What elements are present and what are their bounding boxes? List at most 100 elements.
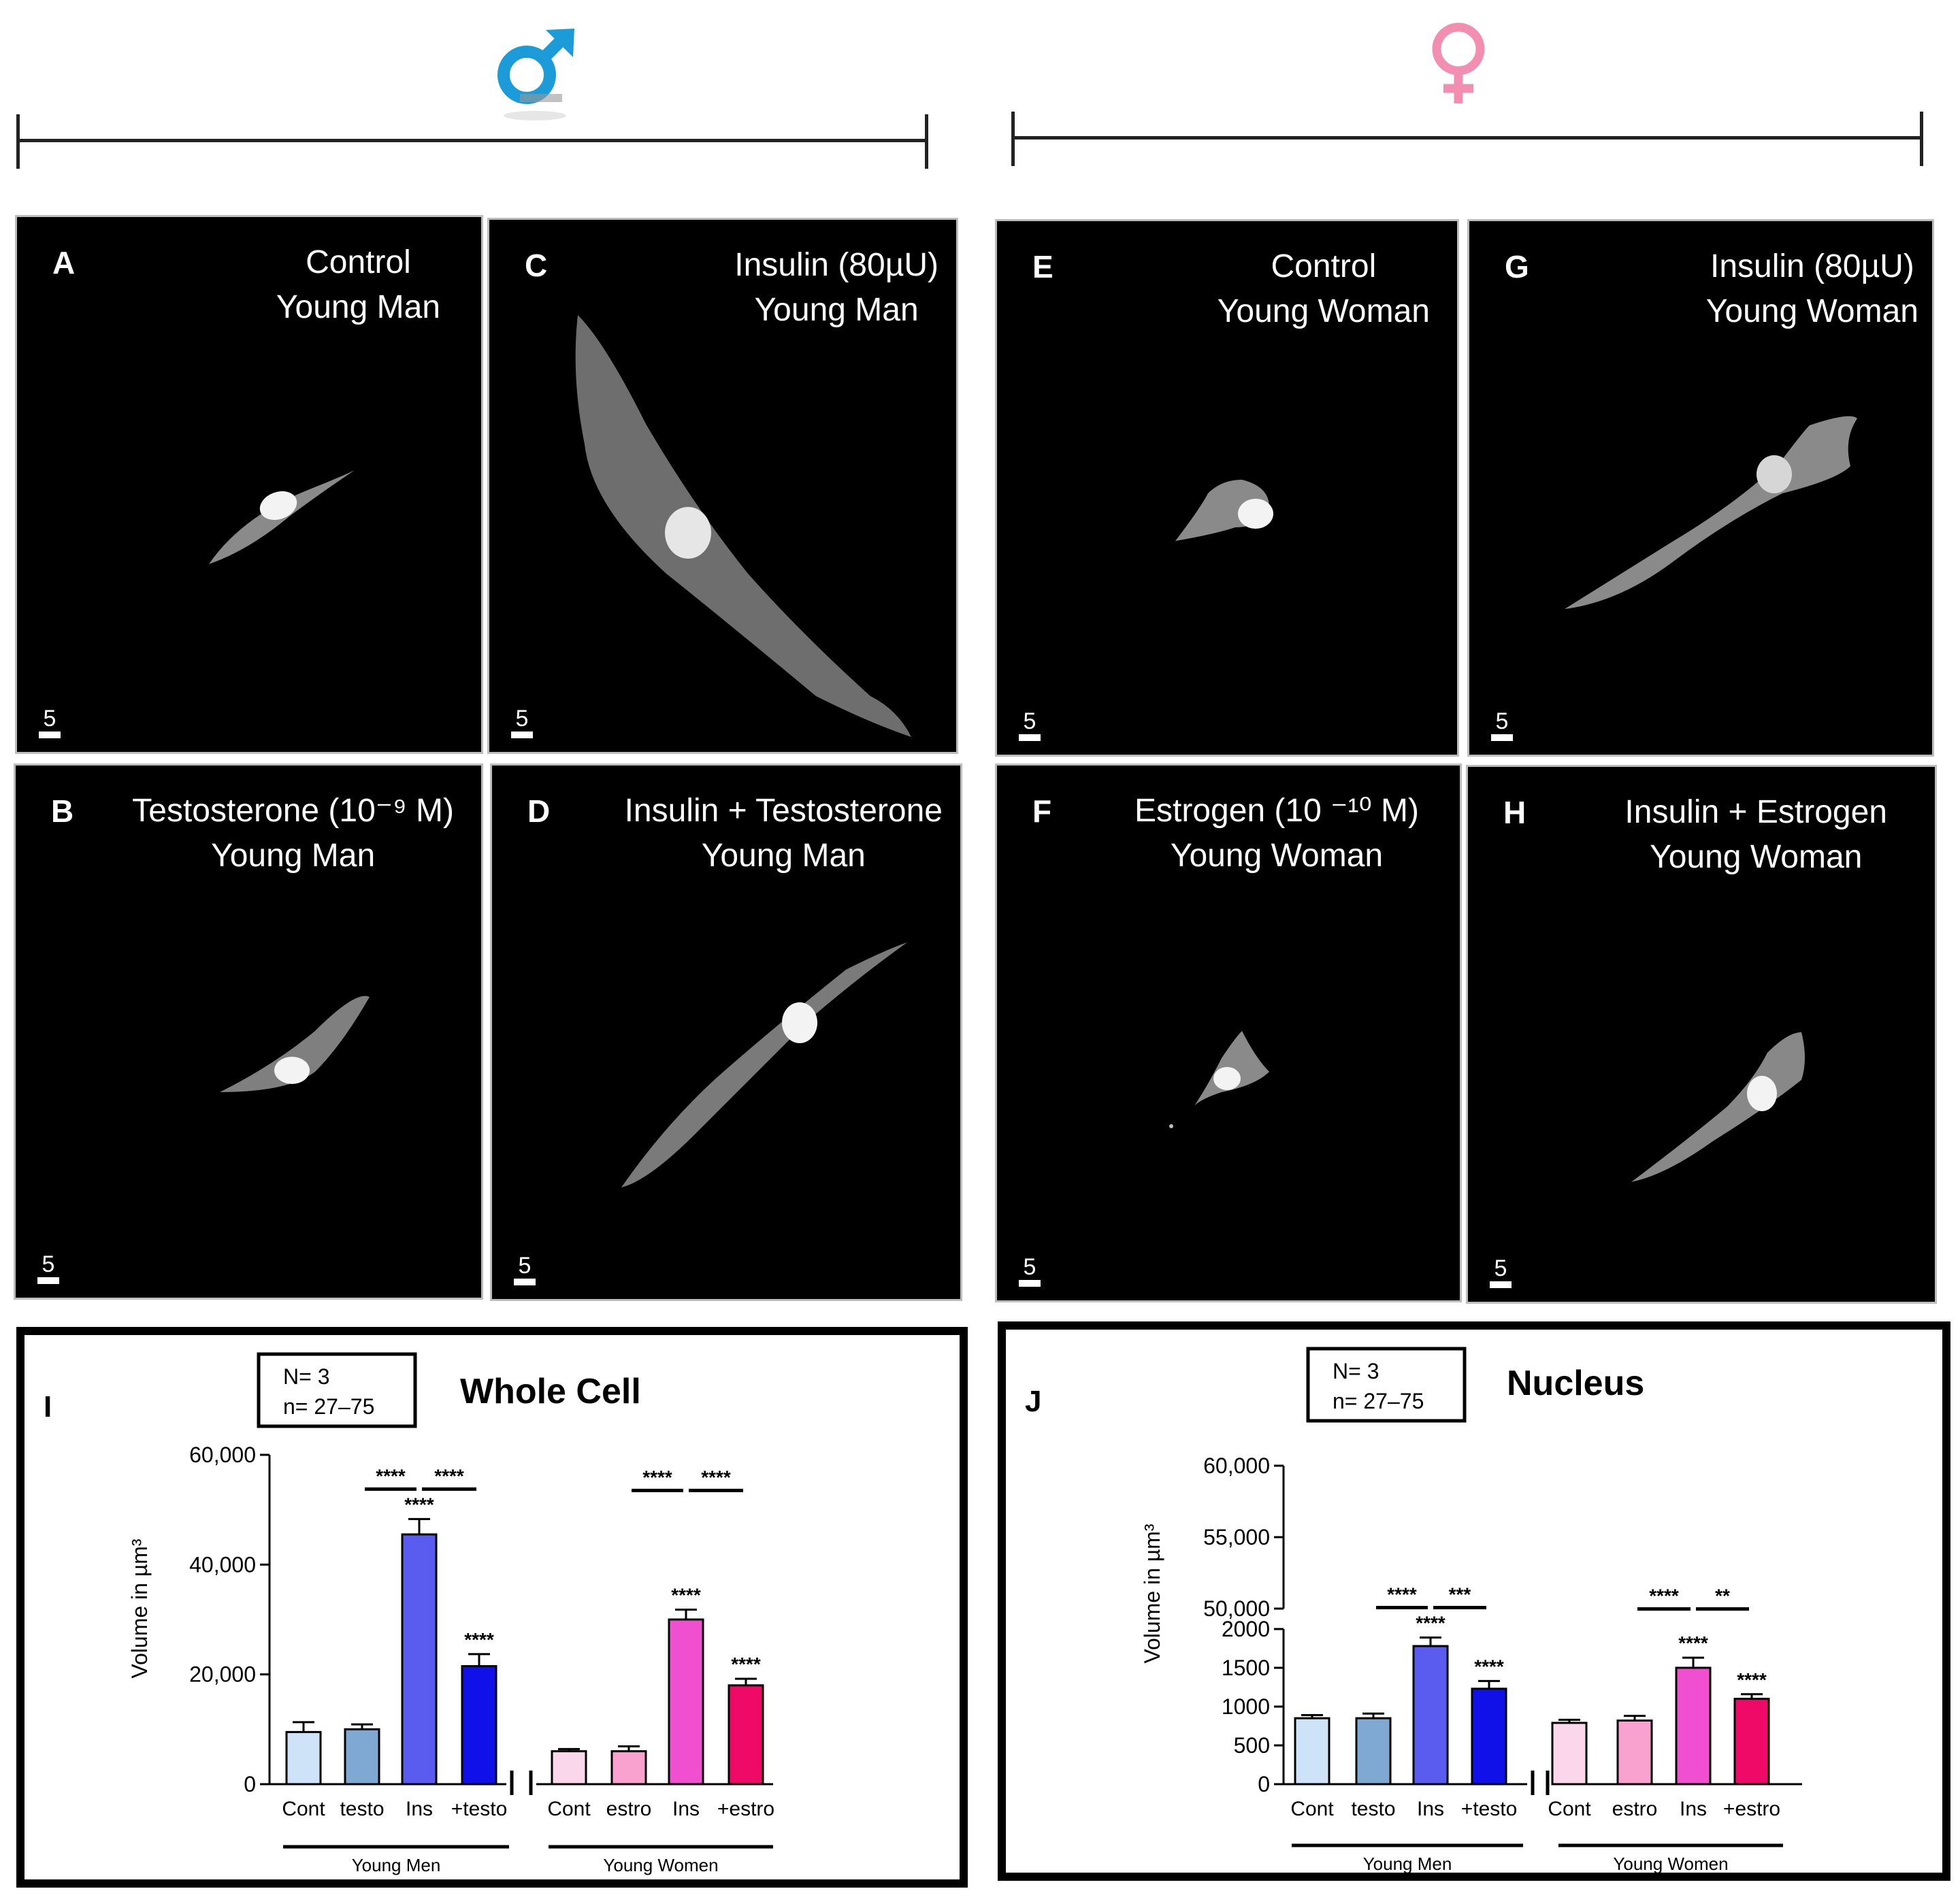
cell-image (1565, 416, 1857, 609)
cell-image (621, 942, 907, 1187)
y-tick-label: 60,000 (189, 1443, 256, 1467)
significance-stars: **** (404, 1494, 434, 1515)
x-tick-label: +estro (717, 1798, 774, 1820)
legend-box (257, 1352, 417, 1428)
panel-label: Testosterone (10⁻⁹ M) Young Man (132, 793, 454, 874)
female-symbol (1421, 14, 1496, 109)
legend-line: n= 27–75 (283, 1394, 374, 1419)
panel-letter: A (52, 245, 76, 280)
panel-label: Insulin + Testosterone Young Man (624, 793, 943, 874)
y-axis-label: Volume in µm³ (1140, 1524, 1164, 1664)
scale-bar: 5 (508, 707, 536, 738)
legend-line: N= 3 (1333, 1359, 1379, 1383)
comparison-stars: **** (376, 1465, 406, 1486)
group-label: Young Men (1363, 1854, 1452, 1873)
x-tick-label: testo (340, 1798, 384, 1820)
x-tick-label: Ins (406, 1798, 433, 1820)
panel-label: Insulin (80µU) Young Woman (1705, 248, 1918, 329)
x-tick-label: Cont (1290, 1798, 1334, 1820)
comparison-stars: **** (434, 1465, 464, 1486)
male-group-bracket (16, 114, 928, 169)
bar (1412, 1645, 1449, 1786)
y-tick-label-upper: 50,000 (1203, 1596, 1270, 1621)
micro-panel-h: H Insulin + Estrogen Young Woman 5 (1466, 765, 1937, 1304)
bar (1733, 1698, 1770, 1786)
significance-stars: **** (1474, 1656, 1504, 1677)
y-tick-label: 0 (1258, 1772, 1270, 1796)
cell-image (1175, 480, 1273, 541)
bar (728, 1684, 764, 1786)
y-tick-label: 2000 (1222, 1617, 1270, 1641)
panel-letter: F (1032, 793, 1052, 829)
chart-panel-j: J N= 3 n= 27–75 Nucleus Volume in µm³ 0 500 100… (998, 1321, 1950, 1881)
chart-title: Nucleus (1507, 1364, 1644, 1403)
micro-panel-b: B Testosterone (10⁻⁹ M) Young Man 5 (14, 763, 483, 1300)
panel-label: Control Young Man (276, 244, 440, 325)
cell-image (209, 470, 355, 564)
x-tick-label: Cont (1548, 1798, 1591, 1820)
panel-letter: I (44, 1390, 52, 1424)
significance-stars: **** (1416, 1613, 1446, 1634)
bar (1551, 1722, 1588, 1786)
legend-line: n= 27–75 (1333, 1389, 1424, 1413)
y-tick-label: 0 (244, 1772, 256, 1796)
scale-bar: 5 (1016, 710, 1043, 741)
micro-panel-g: G Insulin (80µU) Young Woman 5 (1467, 219, 1934, 757)
x-tick-label: Ins (672, 1798, 700, 1820)
panel-letter: C (525, 248, 548, 283)
panel-label: Control Young Woman (1217, 248, 1430, 329)
bar (668, 1618, 704, 1786)
x-tick-label: Cont (282, 1798, 325, 1820)
cell-image (1631, 1032, 1805, 1182)
y-tick-label-upper: 55,000 (1203, 1525, 1270, 1549)
comparison-stars: **** (1649, 1585, 1679, 1607)
group-label: Young Men (352, 1855, 441, 1875)
significance-stars: **** (671, 1584, 701, 1605)
bar (1616, 1720, 1653, 1786)
panel-letter: G (1505, 249, 1529, 284)
bar (1471, 1688, 1507, 1786)
y-tick-label: 40,000 (189, 1552, 256, 1577)
x-tick-label: estro (606, 1798, 652, 1820)
micro-panel-f: F Estrogen (10 ⁻¹⁰ M) Young Woman 5 (995, 763, 1462, 1302)
panel-letter: B (51, 793, 74, 829)
significance-stars: **** (464, 1629, 494, 1650)
panel-letter: E (1032, 249, 1054, 284)
x-tick-label: +testo (1461, 1798, 1518, 1820)
panel-letter: D (527, 793, 551, 829)
y-tick-label: 20,000 (189, 1662, 256, 1687)
panel-label: Insulin + Estrogen Young Woman (1624, 794, 1887, 875)
panel-letter: J (1025, 1385, 1041, 1418)
y-axis-label: Volume in µm³ (127, 1539, 152, 1679)
bar (1675, 1666, 1712, 1786)
bar (610, 1750, 647, 1786)
y-tick-label: 1500 (1222, 1656, 1270, 1680)
y-tick-label: 500 (1234, 1733, 1270, 1758)
micro-panel-e: E Control Young Woman 5 (995, 219, 1459, 757)
legend-box (1306, 1347, 1467, 1423)
x-tick-label: Cont (547, 1798, 591, 1820)
scale-bar: 5 (1487, 1257, 1514, 1288)
x-tick-label: Ins (1417, 1798, 1444, 1820)
comparison-stars: ** (1715, 1585, 1730, 1607)
female-symbol-icon (1432, 22, 1485, 103)
x-tick-label: Ins (1680, 1798, 1707, 1820)
panel-letter: H (1503, 795, 1526, 830)
bar (285, 1730, 322, 1786)
panel-label: Estrogen (10 ⁻¹⁰ M) Young Woman (1134, 793, 1419, 874)
cell-image (1169, 1031, 1269, 1128)
cell-image (575, 315, 911, 737)
whole-cell-chart: I N= 3 n= 27–75 Whole Cell Volume in µm³ 0 20,… (44, 1352, 774, 1875)
y-tick-label-upper: 60,000 (1203, 1453, 1270, 1478)
scale-bar: 5 (511, 1254, 538, 1285)
male-symbol (487, 14, 583, 122)
x-tick-label: +estro (1723, 1798, 1780, 1820)
scale-bar: 5 (35, 1253, 62, 1284)
comparison-stars: **** (1387, 1584, 1417, 1605)
male-symbol-icon (497, 29, 574, 120)
group-label: Young Women (1613, 1854, 1728, 1873)
significance-stars: **** (1678, 1632, 1708, 1654)
bar (551, 1750, 587, 1786)
micro-panel-c: C Insulin (80µU) Young Man 5 (487, 218, 958, 754)
bar (1355, 1717, 1392, 1786)
